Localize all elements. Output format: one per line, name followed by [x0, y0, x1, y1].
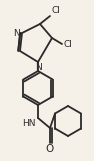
Text: N: N [13, 28, 20, 38]
Text: N: N [35, 63, 41, 72]
Text: Cl: Cl [63, 39, 72, 48]
Text: Cl: Cl [51, 6, 60, 15]
Text: HN: HN [22, 119, 36, 128]
Text: O: O [46, 144, 54, 154]
